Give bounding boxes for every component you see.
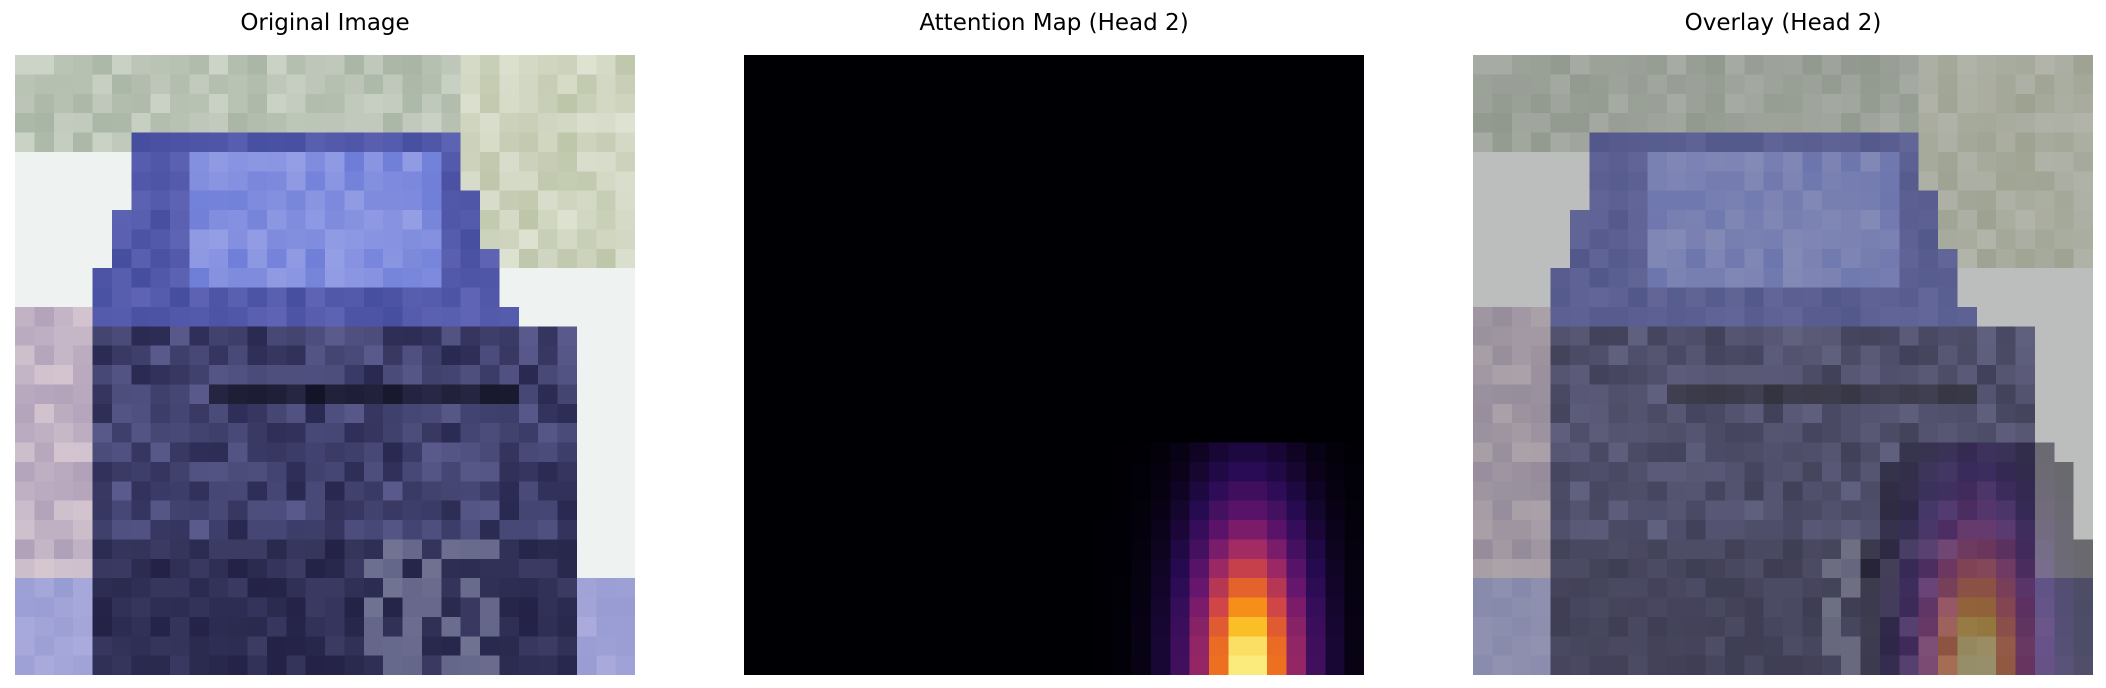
panel-title-original: Original Image (240, 10, 410, 36)
overlay-image (1473, 55, 2093, 675)
panel-title-overlay: Overlay (Head 2) (1684, 10, 1882, 36)
attention-map-panel: Attention Map (Head 2) (744, 0, 1364, 688)
original-image-panel: Original Image (15, 0, 635, 688)
attention-heatmap (744, 55, 1364, 675)
original-image (15, 55, 635, 675)
overlay-panel: Overlay (Head 2) (1473, 0, 2093, 688)
panel-title-attention: Attention Map (Head 2) (919, 10, 1189, 36)
